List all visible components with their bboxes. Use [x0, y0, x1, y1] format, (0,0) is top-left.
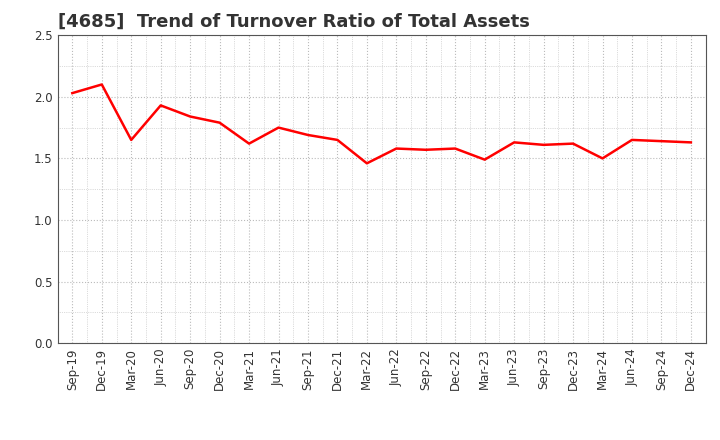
Text: [4685]  Trend of Turnover Ratio of Total Assets: [4685] Trend of Turnover Ratio of Total … — [58, 13, 529, 31]
